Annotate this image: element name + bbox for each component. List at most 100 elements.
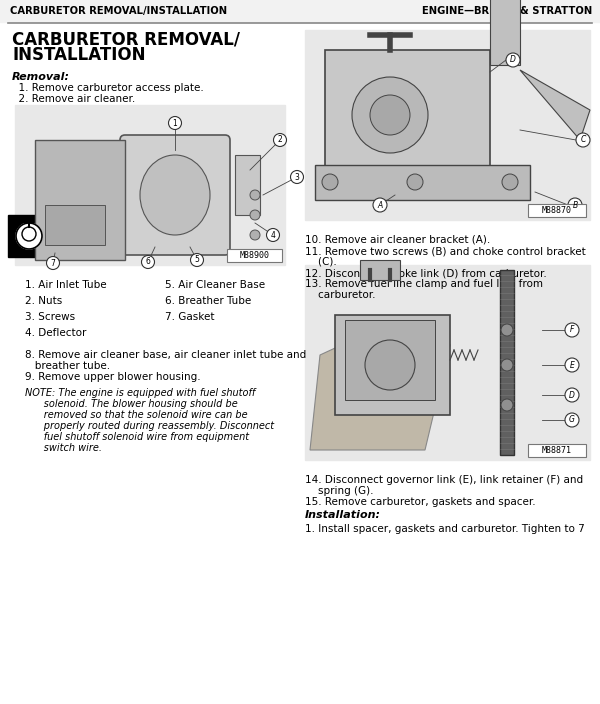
Text: 10. Remove air cleaner bracket (A).: 10. Remove air cleaner bracket (A). [305, 235, 490, 245]
Text: properly routed during reassembly. Disconnect: properly routed during reassembly. Disco… [25, 421, 274, 431]
Text: removed so that the solenoid wire can be: removed so that the solenoid wire can be [25, 410, 248, 420]
Text: 1. Install spacer, gaskets and carburetor. Tighten to 7: 1. Install spacer, gaskets and carbureto… [305, 524, 585, 534]
Text: 13. Remove fuel line clamp and fuel line from: 13. Remove fuel line clamp and fuel line… [305, 279, 543, 289]
Circle shape [407, 174, 423, 190]
Bar [528, 444, 586, 457]
Text: NOTE: The engine is equipped with fuel shutoff: NOTE: The engine is equipped with fuel s… [25, 388, 255, 398]
Text: D: D [510, 56, 516, 65]
Text: M88871: M88871 [542, 446, 572, 455]
Text: 6. Breather Tube: 6. Breather Tube [165, 296, 251, 306]
Bar [0, 0, 600, 22]
Text: F: F [570, 325, 574, 334]
Circle shape [142, 256, 155, 268]
Text: 7: 7 [50, 258, 55, 268]
Text: switch wire.: switch wire. [25, 443, 102, 453]
Circle shape [502, 174, 518, 190]
Circle shape [47, 256, 59, 270]
Circle shape [565, 358, 579, 372]
Text: Installation:: Installation: [305, 510, 381, 520]
Bar [335, 315, 450, 415]
Bar [325, 50, 490, 180]
Circle shape [576, 133, 590, 147]
Bar [45, 205, 105, 245]
Circle shape [266, 229, 280, 241]
Circle shape [352, 77, 428, 153]
Text: M88870: M88870 [542, 206, 572, 215]
Text: 1. Remove carburetor access plate.: 1. Remove carburetor access plate. [12, 83, 204, 93]
Text: fuel shutoff solenoid wire from equipment: fuel shutoff solenoid wire from equipmen… [25, 432, 249, 442]
Text: Removal:: Removal: [12, 72, 70, 82]
Bar [227, 249, 282, 262]
Bar [35, 140, 125, 260]
Polygon shape [520, 70, 590, 140]
Circle shape [322, 174, 338, 190]
Text: 3: 3 [295, 172, 299, 182]
Text: 12. Disconnect choke link (D) from carburetor.: 12. Disconnect choke link (D) from carbu… [305, 268, 547, 278]
Text: 5: 5 [194, 256, 199, 265]
Text: solenoid. The blower housing should be: solenoid. The blower housing should be [25, 399, 238, 409]
Text: 2. Nuts: 2. Nuts [25, 296, 62, 306]
Text: D: D [569, 391, 575, 399]
Circle shape [501, 324, 513, 336]
Circle shape [191, 253, 203, 267]
Circle shape [250, 230, 260, 240]
Text: A: A [377, 201, 383, 210]
Text: INSTALLATION: INSTALLATION [12, 46, 146, 64]
Bar [8, 215, 50, 257]
FancyBboxPatch shape [120, 135, 230, 255]
Text: 2: 2 [278, 135, 283, 144]
Circle shape [568, 198, 582, 212]
Text: (C).: (C). [305, 257, 337, 267]
Circle shape [250, 190, 260, 200]
Text: 8. Remove air cleaner base, air cleaner inlet tube and: 8. Remove air cleaner base, air cleaner … [25, 350, 306, 360]
Circle shape [565, 323, 579, 337]
Text: breather tube.: breather tube. [25, 361, 110, 371]
Text: G: G [569, 415, 575, 425]
Bar [345, 320, 435, 400]
Text: E: E [569, 360, 574, 370]
Circle shape [169, 116, 182, 130]
Circle shape [565, 413, 579, 427]
Text: CARBURETOR REMOVAL/INSTALLATION: CARBURETOR REMOVAL/INSTALLATION [10, 6, 227, 16]
Text: 1. Air Inlet Tube: 1. Air Inlet Tube [25, 280, 107, 290]
Text: 3. Screws: 3. Screws [25, 312, 75, 322]
Text: CARBURETOR REMOVAL/: CARBURETOR REMOVAL/ [12, 30, 240, 48]
Bar [15, 105, 285, 265]
Bar [500, 270, 514, 455]
Text: carburetor.: carburetor. [305, 290, 376, 300]
Text: 4. Deflector: 4. Deflector [25, 328, 86, 338]
Bar [305, 30, 590, 220]
Circle shape [250, 210, 260, 220]
Text: spring (G).: spring (G). [305, 486, 373, 496]
Polygon shape [310, 320, 450, 450]
Text: 9. Remove upper blower housing.: 9. Remove upper blower housing. [25, 372, 200, 382]
Bar [490, 0, 520, 65]
Circle shape [373, 198, 387, 212]
Text: 2. Remove air cleaner.: 2. Remove air cleaner. [12, 94, 135, 104]
Circle shape [370, 95, 410, 135]
Bar [528, 204, 586, 217]
Text: 7. Gasket: 7. Gasket [165, 312, 215, 322]
Bar [305, 265, 590, 460]
Text: 4: 4 [271, 230, 275, 239]
Circle shape [290, 170, 304, 184]
Text: 15. Remove carburetor, gaskets and spacer.: 15. Remove carburetor, gaskets and space… [305, 497, 536, 507]
Text: B: B [572, 201, 578, 210]
Circle shape [365, 340, 415, 390]
Circle shape [501, 399, 513, 411]
Bar [315, 165, 530, 200]
Circle shape [565, 388, 579, 402]
Text: 11. Remove two screws (B) and choke control bracket: 11. Remove two screws (B) and choke cont… [305, 246, 586, 256]
Circle shape [501, 359, 513, 371]
Text: 5. Air Cleaner Base: 5. Air Cleaner Base [165, 280, 265, 290]
Circle shape [274, 134, 287, 146]
Text: ENGINE—BRIGGS & STRATTON: ENGINE—BRIGGS & STRATTON [422, 6, 592, 16]
Text: 14. Disconnect governor link (E), link retainer (F) and: 14. Disconnect governor link (E), link r… [305, 475, 583, 485]
Text: M88900: M88900 [240, 251, 270, 260]
Text: 6: 6 [146, 258, 151, 267]
Text: C: C [580, 135, 586, 144]
Circle shape [16, 223, 42, 249]
Text: 1: 1 [173, 118, 178, 127]
Ellipse shape [140, 155, 210, 235]
Bar [360, 260, 400, 280]
